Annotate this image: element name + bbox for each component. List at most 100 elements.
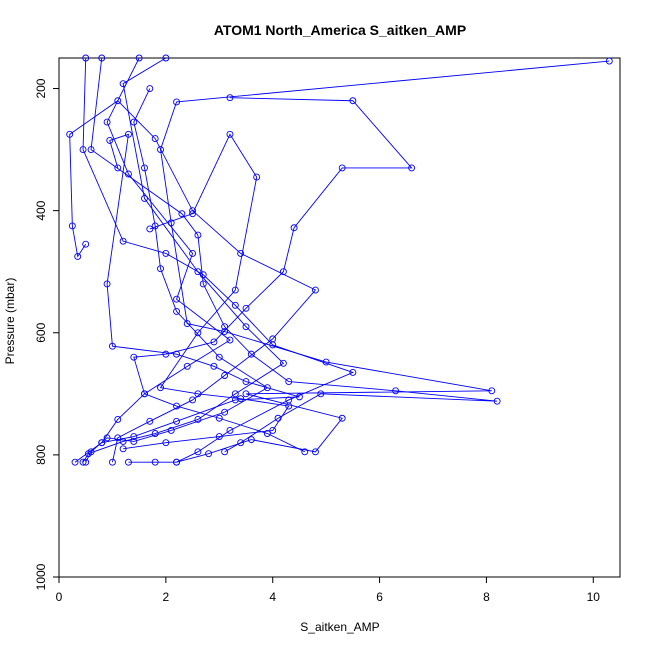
data-point — [103, 280, 111, 288]
data-point — [237, 249, 245, 257]
data-point — [167, 427, 175, 434]
y-tick-label: 1000 — [34, 563, 48, 590]
data-point — [605, 57, 613, 65]
data-point — [285, 378, 293, 386]
data-point — [221, 408, 229, 416]
x-tick-label: 4 — [269, 590, 276, 604]
data-point — [210, 338, 218, 346]
data-point — [392, 387, 400, 395]
data-point — [194, 231, 202, 239]
x-tick-label: 6 — [376, 590, 383, 604]
data-point — [66, 130, 74, 138]
data-point — [322, 358, 330, 366]
data-point — [162, 350, 170, 358]
data-point — [98, 54, 106, 62]
data-point — [82, 458, 90, 466]
data-point — [290, 224, 298, 232]
data-point — [194, 416, 202, 423]
data-point — [114, 164, 122, 172]
data-point — [178, 210, 186, 218]
chart-title: ATOM1 North_America S_aitken_AMP — [214, 22, 466, 38]
data-point — [199, 271, 207, 279]
data-point — [194, 448, 202, 456]
data-point — [87, 146, 95, 154]
x-axis: 0 2 4 6 8 10 — [56, 576, 601, 604]
data-point — [253, 173, 261, 181]
data-point — [130, 437, 138, 445]
data-point — [242, 304, 250, 312]
data-point — [285, 402, 293, 410]
data-point — [194, 390, 202, 398]
data-point — [98, 439, 106, 447]
data-point — [141, 164, 148, 172]
plot-frame — [58, 57, 621, 578]
data-point — [68, 222, 76, 230]
data-point — [221, 328, 229, 335]
series-line — [160, 60, 610, 463]
series-line — [90, 57, 498, 453]
data-point — [173, 307, 180, 315]
data-point — [215, 414, 223, 422]
data-point — [221, 372, 229, 379]
data-point — [221, 448, 229, 456]
series-line — [69, 100, 317, 463]
data-point — [226, 336, 234, 344]
data-point — [194, 329, 202, 337]
data-point — [312, 286, 319, 294]
data-point — [125, 130, 132, 138]
data-point — [317, 390, 325, 398]
x-tick-label: 8 — [483, 590, 490, 604]
data-point — [226, 130, 234, 138]
data-point — [408, 164, 416, 172]
data-point — [226, 427, 234, 434]
data-point — [157, 146, 164, 154]
y-tick-label: 800 — [34, 445, 48, 465]
series-line — [101, 133, 300, 444]
y-tick-label: 200 — [34, 78, 48, 98]
data-point — [162, 439, 170, 447]
y-axis-label: Pressure (mbar) — [3, 278, 17, 365]
data-point — [183, 320, 191, 328]
data-point — [82, 54, 90, 62]
data-point — [108, 458, 116, 466]
data-point — [215, 433, 223, 441]
data-point — [242, 323, 250, 331]
data-point — [237, 395, 245, 403]
data-point — [74, 252, 82, 260]
data-point — [269, 335, 277, 343]
data-point — [114, 97, 122, 105]
data-point — [349, 97, 357, 105]
data-point — [173, 98, 180, 106]
data-point — [106, 136, 114, 144]
data-point — [103, 434, 111, 442]
data-point — [146, 417, 154, 425]
data-point — [151, 458, 159, 466]
data-point — [189, 249, 197, 257]
data-point — [103, 118, 111, 126]
data-point — [338, 164, 346, 172]
data-point — [301, 448, 309, 456]
data-point — [141, 390, 148, 398]
x-tick-label: 10 — [587, 590, 601, 604]
data-point — [226, 94, 234, 102]
data-point — [119, 80, 127, 88]
data-point — [221, 323, 229, 331]
data-point — [114, 434, 122, 442]
y-axis: 200 400 600 800 1000 — [34, 78, 60, 590]
data-point — [135, 54, 143, 62]
data-point — [146, 85, 154, 92]
data-point — [82, 240, 90, 248]
data-point — [210, 362, 218, 370]
data-point — [194, 268, 202, 276]
x-tick-label: 0 — [56, 590, 63, 604]
data-point — [125, 458, 132, 466]
data-point — [141, 194, 148, 202]
plot-area — [66, 54, 613, 466]
data-point — [108, 342, 116, 350]
data-point — [312, 448, 319, 456]
data-point — [488, 387, 496, 395]
data-point — [295, 393, 303, 401]
data-point — [231, 301, 239, 309]
series-line — [74, 57, 231, 463]
